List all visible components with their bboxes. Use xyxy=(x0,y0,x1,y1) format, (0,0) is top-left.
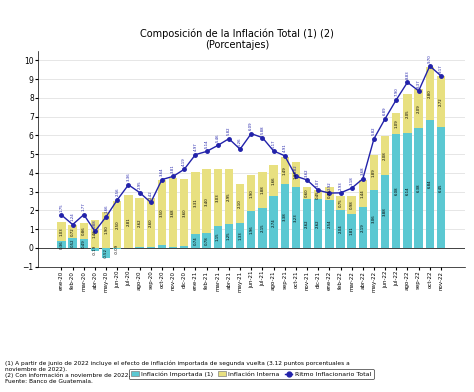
Text: 2.62: 2.62 xyxy=(137,218,142,227)
Bar xyxy=(281,185,289,248)
Text: 2.95: 2.95 xyxy=(227,192,231,201)
Text: 1.24: 1.24 xyxy=(71,212,75,221)
Bar xyxy=(225,169,233,224)
Bar xyxy=(169,247,177,248)
Text: 1.96: 1.96 xyxy=(249,225,253,234)
Text: 3.64: 3.64 xyxy=(160,167,164,176)
Bar xyxy=(57,241,66,248)
Text: 3.81: 3.81 xyxy=(171,164,175,173)
Text: 1.49: 1.49 xyxy=(283,166,287,175)
Text: 1.88: 1.88 xyxy=(260,185,264,194)
Text: 2.08: 2.08 xyxy=(383,151,387,160)
Bar xyxy=(292,187,300,248)
Bar xyxy=(191,234,200,248)
Bar xyxy=(102,248,110,258)
Text: 5.26: 5.26 xyxy=(238,137,242,146)
Text: 3.62: 3.62 xyxy=(305,168,309,176)
Bar xyxy=(347,214,356,248)
Text: 0.52: 0.52 xyxy=(71,239,75,247)
Bar xyxy=(214,226,222,248)
Text: 2.15: 2.15 xyxy=(260,223,264,232)
Text: (1) A partir de junio de 2022 incluye el efecto de inflación importada de segund: (1) A partir de junio de 2022 incluye el… xyxy=(5,361,349,384)
Bar xyxy=(392,113,401,134)
Text: 5.88: 5.88 xyxy=(260,125,264,134)
Text: 3.82: 3.82 xyxy=(294,164,298,173)
Bar xyxy=(136,198,144,247)
Bar xyxy=(403,133,411,248)
Text: 3.68: 3.68 xyxy=(171,209,175,217)
Text: -0.19: -0.19 xyxy=(93,245,97,255)
Text: 0.88: 0.88 xyxy=(93,219,97,228)
Text: 1.15: 1.15 xyxy=(216,233,220,241)
Text: 0.73: 0.73 xyxy=(328,189,331,198)
Bar xyxy=(381,175,389,248)
Text: -0.52: -0.52 xyxy=(104,248,108,258)
Text: 3.03: 3.03 xyxy=(216,194,220,202)
Text: 6.14: 6.14 xyxy=(405,186,410,194)
Text: 1.81: 1.81 xyxy=(350,227,354,235)
Text: 3.23: 3.23 xyxy=(294,213,298,222)
Text: 2.42: 2.42 xyxy=(149,191,153,199)
Text: 1.25: 1.25 xyxy=(227,232,231,240)
Text: 1.90: 1.90 xyxy=(104,226,108,234)
Text: 1.89: 1.89 xyxy=(372,168,376,177)
Text: 3.38: 3.38 xyxy=(283,212,287,221)
Text: 2.93: 2.93 xyxy=(338,181,343,189)
Bar xyxy=(303,199,311,248)
Text: 1.66: 1.66 xyxy=(272,177,275,185)
Text: 2.74: 2.74 xyxy=(272,218,275,227)
Text: 6.89: 6.89 xyxy=(383,107,387,115)
Bar xyxy=(370,191,378,248)
Bar xyxy=(202,169,211,233)
Text: 5.82: 5.82 xyxy=(227,127,231,135)
Bar xyxy=(191,172,200,234)
Bar xyxy=(68,238,77,248)
Bar xyxy=(303,187,311,199)
Bar xyxy=(414,128,423,248)
Bar xyxy=(269,165,278,196)
Text: 8.83: 8.83 xyxy=(405,70,410,79)
Bar xyxy=(225,224,233,248)
Text: Composición de la Inflación Total (1) (2)
(Porcentajes): Composición de la Inflación Total (1) (2… xyxy=(140,28,334,50)
Text: 1.66: 1.66 xyxy=(104,205,108,213)
Bar xyxy=(169,178,177,247)
Bar xyxy=(325,200,334,248)
Bar xyxy=(314,190,322,199)
Text: 2.04: 2.04 xyxy=(338,224,343,233)
Text: -0.09: -0.09 xyxy=(115,243,119,254)
Text: 3.68: 3.68 xyxy=(361,167,365,176)
Text: 3.18: 3.18 xyxy=(350,176,354,185)
Bar xyxy=(381,136,389,175)
Text: 6.09: 6.09 xyxy=(249,122,253,130)
Text: 9.70: 9.70 xyxy=(428,54,432,63)
Legend: Inflación Importada (1), Inflación Interna, Ritmo Inflacionario Total: Inflación Importada (1), Inflación Inter… xyxy=(129,369,374,379)
Bar xyxy=(337,196,345,210)
Text: 1.09: 1.09 xyxy=(394,119,398,128)
Bar xyxy=(359,180,367,207)
Text: 0.86: 0.86 xyxy=(82,226,86,235)
Bar xyxy=(102,212,110,248)
Text: 8.37: 8.37 xyxy=(417,79,420,87)
Bar xyxy=(57,222,66,241)
Bar xyxy=(258,207,266,248)
Text: 1.33: 1.33 xyxy=(238,231,242,240)
Text: 2.62: 2.62 xyxy=(305,219,309,228)
Text: 3.06: 3.06 xyxy=(372,215,376,223)
Text: 2.10: 2.10 xyxy=(238,199,242,208)
Bar xyxy=(202,233,211,248)
Bar xyxy=(247,211,255,248)
Text: 0.60: 0.60 xyxy=(305,189,309,198)
Text: 2.81: 2.81 xyxy=(127,217,130,226)
Text: 0.49: 0.49 xyxy=(82,239,86,248)
Text: 3.36: 3.36 xyxy=(127,173,130,181)
Bar xyxy=(236,223,244,248)
Text: 0.72: 0.72 xyxy=(71,227,75,236)
Text: 1.03: 1.03 xyxy=(60,227,64,236)
Bar xyxy=(136,247,144,248)
Bar xyxy=(314,199,322,248)
Text: 1.37: 1.37 xyxy=(294,170,298,179)
Text: 1.77: 1.77 xyxy=(82,203,86,211)
Text: 5.17: 5.17 xyxy=(272,139,275,147)
Bar xyxy=(158,180,166,245)
Text: 4.91: 4.91 xyxy=(283,143,287,152)
